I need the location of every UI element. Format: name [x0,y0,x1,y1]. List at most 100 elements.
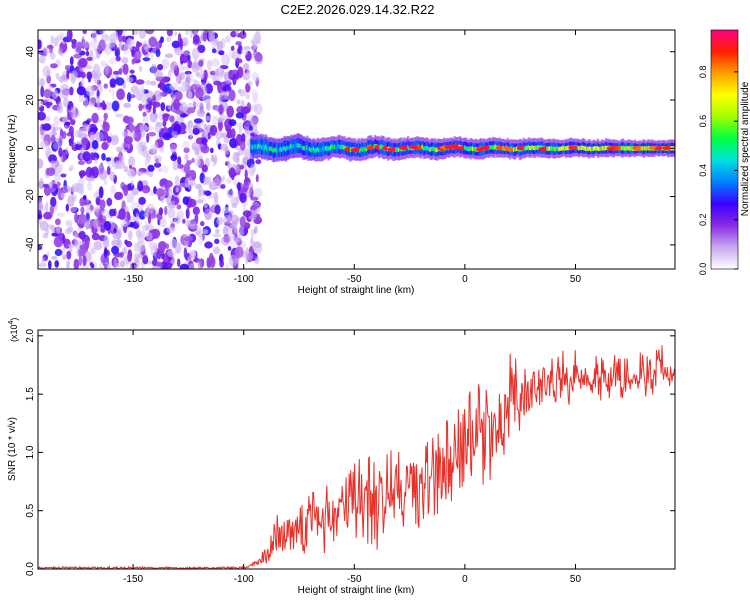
noise-blob [191,145,201,152]
signal-core [322,146,325,151]
signal-core [373,143,377,149]
noise-blob [131,187,139,196]
noise-blob [69,206,77,213]
noise-blob [115,56,121,62]
signal-core [288,145,292,150]
noise-blob [56,224,61,234]
noise-blob [98,186,104,199]
signal-core [422,146,426,151]
noise-blob [144,45,149,53]
noise-blob [78,57,88,68]
noise-blob [46,103,51,109]
noise-blob [53,116,60,127]
noise-blob [52,183,58,189]
noise-blob [251,71,259,82]
signal-core [464,145,467,150]
noise-blob [242,210,252,218]
noise-blob [154,162,162,168]
noise-blob [93,240,103,251]
noise-blob [90,247,96,255]
noise-blob [89,204,94,211]
noise-blob [162,76,165,86]
noise-blob [78,213,87,225]
noise-blob [79,207,85,213]
colorbar-ticks: 0.0 0.2 0.4 0.6 0.8 [698,66,738,275]
signal-core [599,146,602,151]
signal-core [379,145,382,150]
x-tick-label: -50 [347,274,362,285]
signal-core [324,146,327,151]
noise-blob [217,40,223,52]
noise-blob [133,242,142,253]
noise-blob [163,132,172,141]
noise-blob [66,260,70,269]
noise-blob [191,251,197,256]
noise-blob [39,140,49,148]
signal-core [253,144,256,150]
noise-blob [53,236,64,248]
noise-blob [100,224,105,232]
signal-core [579,145,582,151]
noise-blob [65,221,69,227]
noise-blob [183,147,190,154]
noise-blob [140,122,145,128]
signal-core [319,147,322,152]
chart-title: C2E2.2026.029.14.32.R22 [280,2,435,17]
signal-core [468,146,471,152]
colorbar: 0.0 0.2 0.4 0.6 0.8 Normalized spectral ampl… [698,29,750,275]
noise-blob [240,141,246,151]
noise-blob [138,103,143,112]
noise-blob [200,221,205,227]
noise-blob [49,52,56,60]
noise-blob [235,58,243,64]
noise-blob [68,222,72,231]
noise-blob [251,240,255,250]
signal-core [627,146,630,151]
y-tick-label: -20 [25,189,36,204]
noise-blob [204,115,211,121]
signal-core [602,145,605,151]
noise-blob [211,115,219,126]
noise-blob [211,48,217,54]
x-tick-label: 0 [462,274,468,285]
signal-core [275,148,278,153]
noise-blob [142,111,147,117]
noise-blob [193,118,203,124]
x-tick-label: -150 [123,574,143,585]
noise-blob [150,244,157,257]
noise-blob [113,70,120,75]
noise-blob [150,80,157,86]
noise-blob [53,37,59,47]
signal-core [335,145,338,150]
noise-blob [145,223,154,232]
noise-blob [187,59,192,69]
signal-core [515,146,519,151]
signal-core [560,146,564,151]
signal-core [550,146,553,151]
noise-blob [145,80,152,85]
noise-blob [187,91,193,101]
noise-blob [247,251,254,260]
signal-core [596,146,600,151]
noise-blob [222,85,232,93]
noise-blob [53,174,61,183]
noise-blob [240,133,246,145]
noise-blob [225,178,233,184]
noise-blob [186,54,191,61]
noise-blob [145,231,153,241]
noise-blob [104,263,108,269]
noise-blob [142,255,149,265]
noise-blob [40,224,48,230]
noise-blob [194,158,201,167]
noise-blob [143,212,150,218]
noise-blob [38,202,43,211]
noise-blob [69,86,74,96]
noise-blob [135,79,145,85]
noise-blob [215,228,220,234]
noise-blob [185,75,191,83]
noise-blob [57,76,66,82]
noise-blob [167,249,176,258]
signal-core [494,144,497,149]
signal-core [603,146,606,151]
signal-core [582,145,585,150]
